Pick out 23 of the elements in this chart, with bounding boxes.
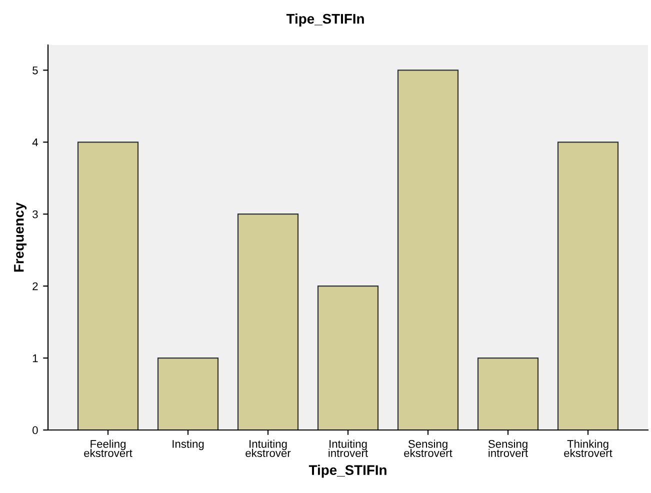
bar [557, 142, 619, 430]
y-tick-label: 0 [32, 426, 38, 434]
y-tick-label: 5 [32, 66, 38, 74]
x-tick-label: Intuiting introvert [328, 440, 368, 458]
bar [77, 142, 139, 430]
bar [477, 357, 539, 430]
x-tick-label: Feeling ekstrovert [84, 440, 132, 458]
chart-title: Tipe_STIFIn [286, 14, 364, 26]
bar [397, 70, 459, 430]
x-tick-label: Sensing introvert [488, 440, 528, 458]
bar [317, 286, 379, 430]
y-tick-label: 4 [32, 138, 38, 146]
x-tick-label: Thinking ekstrovert [564, 440, 612, 458]
x-tick-label: Sensing ekstrovert [404, 440, 452, 458]
x-tick-label: Intuiting ekstrover [246, 440, 291, 458]
y-axis-title: Frequency [14, 202, 27, 272]
bar [237, 214, 299, 430]
x-axis-title: Tipe_STIFIn [308, 464, 386, 478]
bar [157, 357, 219, 430]
y-tick-label: 3 [32, 210, 38, 218]
y-tick-label: 1 [32, 354, 38, 362]
x-tick-label: Insting [172, 440, 204, 450]
y-tick-label: 2 [32, 282, 38, 290]
